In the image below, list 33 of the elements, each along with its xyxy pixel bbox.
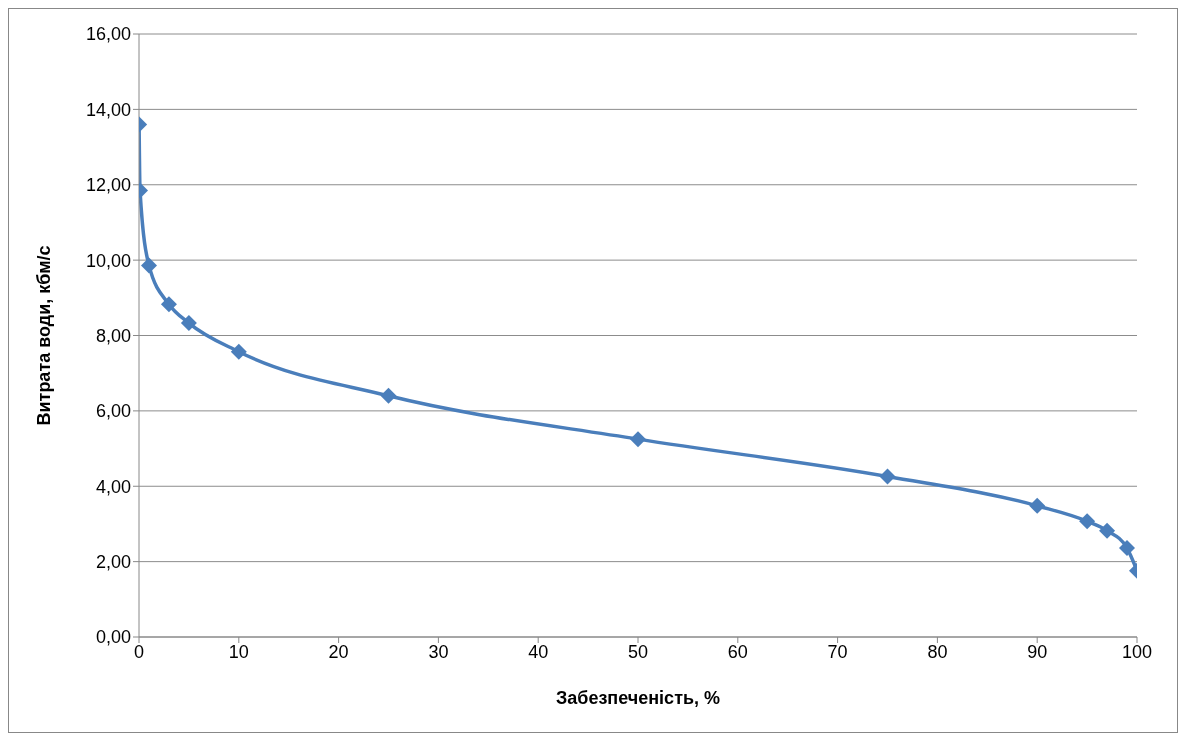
- y-tick-label: 6,00: [95, 401, 131, 422]
- x-tick-label: 20: [328, 641, 349, 662]
- x-tick-label: 60: [727, 641, 748, 662]
- x-tick-label: 30: [428, 641, 449, 662]
- point: [1099, 522, 1116, 539]
- point: [1029, 497, 1046, 514]
- point: [180, 315, 197, 332]
- y-tick-label: 0,00: [95, 627, 131, 648]
- point: [1079, 513, 1096, 530]
- point: [160, 296, 177, 313]
- y-axis-title: Витрата води, кбм/с: [34, 245, 55, 426]
- x-tick-label: 10: [228, 641, 249, 662]
- point: [1119, 540, 1136, 557]
- y-tick-label: 4,00: [95, 476, 131, 497]
- x-tick-label: 90: [1027, 641, 1048, 662]
- y-tick-label: 2,00: [95, 552, 131, 573]
- y-tick-label: 14,00: [85, 99, 131, 120]
- x-tick-label: 50: [627, 641, 649, 662]
- point: [380, 387, 397, 404]
- point: [630, 431, 646, 448]
- y-tick-label: 16,00: [85, 24, 131, 45]
- x-tick-label: 70: [827, 641, 848, 662]
- y-tick-label: 10,00: [85, 250, 131, 271]
- x-tick-label: 0: [133, 641, 145, 662]
- x-tick-label: 100: [1121, 641, 1153, 662]
- point: [879, 468, 896, 485]
- y-tick-label: 8,00: [95, 325, 131, 346]
- x-tick-label: 40: [528, 641, 549, 662]
- y-tick-label: 12,00: [85, 175, 131, 196]
- x-tick-label: 80: [927, 641, 948, 662]
- point: [140, 257, 157, 274]
- x-axis-title: Забезпеченість, %: [555, 688, 721, 708]
- point: [230, 343, 247, 360]
